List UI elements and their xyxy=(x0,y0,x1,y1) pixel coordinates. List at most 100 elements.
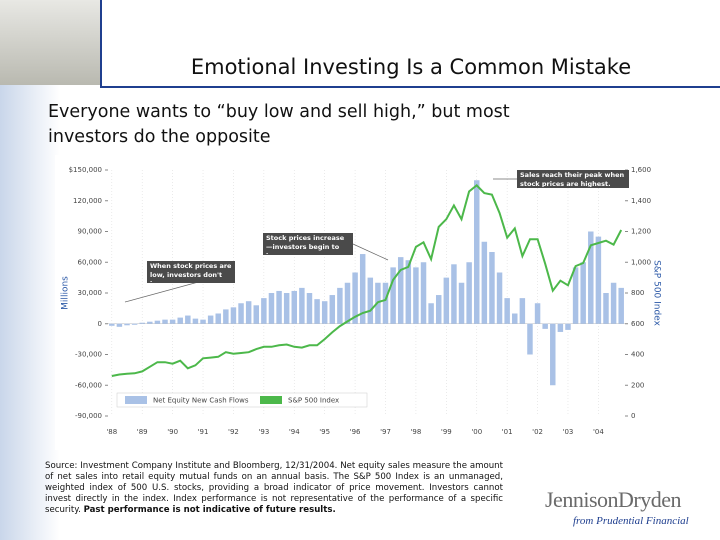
x-tick-label: '00 xyxy=(471,428,482,436)
bar xyxy=(215,313,221,324)
annotation-text: When stock prices are low, investors don… xyxy=(150,262,232,282)
bar xyxy=(603,293,609,324)
bar xyxy=(268,293,275,324)
legend: Net Equity New Cash Flows S&P 500 Index xyxy=(116,392,368,408)
bar xyxy=(489,252,495,324)
bar xyxy=(405,260,412,324)
bar xyxy=(200,319,206,324)
legend-swatch xyxy=(125,396,147,404)
bar xyxy=(147,321,153,324)
bar xyxy=(359,254,366,324)
x-tick-label: '91 xyxy=(198,428,209,436)
y2-tick-label: 1,200 xyxy=(631,228,651,236)
rule xyxy=(100,86,720,88)
x-tick-label: '03 xyxy=(563,428,574,436)
bar xyxy=(367,277,374,324)
disclaimer: Past performance is not indicative of fu… xyxy=(83,505,336,515)
bar xyxy=(390,267,396,324)
y-tick-label: -60,000 xyxy=(75,381,102,389)
bar xyxy=(306,293,313,324)
bar xyxy=(550,323,556,386)
bar xyxy=(131,323,138,325)
bar xyxy=(162,319,168,324)
bar xyxy=(352,272,358,324)
bar xyxy=(542,323,548,329)
annotation: Stock prices increase—investors begin to… xyxy=(266,234,345,254)
bar xyxy=(139,322,145,324)
bar xyxy=(283,293,290,324)
rule xyxy=(100,0,102,88)
bar xyxy=(474,180,480,324)
bar xyxy=(397,257,404,324)
bar xyxy=(337,287,343,324)
bar xyxy=(124,323,130,326)
annotation: Sales reach their peak when stock prices… xyxy=(520,171,625,187)
y2-tick-label: 200 xyxy=(631,381,644,389)
line xyxy=(111,184,623,377)
bar xyxy=(512,313,518,324)
x-tick-label: '88 xyxy=(106,428,117,436)
y2-tick-label: 600 xyxy=(631,320,644,328)
y-tick-label: 60,000 xyxy=(78,258,103,266)
bar xyxy=(344,282,351,324)
bar xyxy=(519,298,526,324)
annotation-leader xyxy=(352,243,389,261)
bar xyxy=(253,305,259,324)
x-tick-label: '93 xyxy=(258,428,269,436)
logo-subtitle: from Prudential Financial xyxy=(573,515,689,527)
annotation-box xyxy=(147,261,235,283)
subtitle: Everyone wants to “buy low and sell high… xyxy=(48,100,510,150)
x-tick-label: '99 xyxy=(441,428,452,436)
legend-swatch xyxy=(260,396,282,404)
bar xyxy=(291,290,298,324)
annotation-text: Sales reach their peak when stock prices… xyxy=(520,171,625,187)
bar xyxy=(382,282,389,324)
bar xyxy=(595,236,602,324)
x-tick-label: '94 xyxy=(289,428,300,436)
bar xyxy=(466,262,472,324)
y-tick-label: 30,000 xyxy=(78,289,103,297)
bar xyxy=(481,241,488,324)
chart: $150,000 120,000 90,000 60,000 30,000 0 -30,00… xyxy=(55,155,668,450)
bar xyxy=(413,267,419,324)
bar xyxy=(223,309,229,324)
bar xyxy=(238,303,244,324)
bar xyxy=(580,262,586,324)
bar xyxy=(261,298,267,324)
subtitle-line: investors do the opposite xyxy=(48,127,271,147)
legend-box xyxy=(116,392,368,408)
bar xyxy=(496,272,503,324)
bar xyxy=(557,323,564,332)
bar xyxy=(458,282,465,324)
y-tick-label: 90,000 xyxy=(78,228,103,236)
bar xyxy=(299,287,305,324)
bar xyxy=(177,317,183,324)
bar xyxy=(192,318,199,324)
y2-tick-label: 1,600 xyxy=(631,166,651,174)
bar xyxy=(314,299,320,324)
bar xyxy=(527,323,533,355)
bar xyxy=(588,231,594,324)
annotation-box xyxy=(517,170,629,188)
y2-axis-label: S&P 500 Index xyxy=(652,260,662,327)
bar xyxy=(116,323,123,327)
bar xyxy=(185,315,191,324)
y-tick-label: -30,000 xyxy=(75,351,102,359)
y-tick-label: 120,000 xyxy=(73,197,102,205)
x-tick-label: '96 xyxy=(350,428,361,436)
bar xyxy=(443,277,450,324)
y2-tick-label: 0 xyxy=(631,412,635,420)
header-photo xyxy=(0,0,100,85)
subtitle-line: Everyone wants to “buy low and sell high… xyxy=(48,102,510,122)
y-tick-label: 0 xyxy=(98,320,102,328)
x-tick-label: '89 xyxy=(137,428,148,436)
annotation-box xyxy=(263,233,353,255)
source-text: Source: Investment Company Institute and… xyxy=(45,461,503,515)
bar xyxy=(610,282,617,324)
logo: JennisonDryden xyxy=(545,487,681,512)
x-tick-label: '90 xyxy=(167,428,178,436)
annotation-text: Stock prices increase—investors begin to… xyxy=(266,234,345,254)
annotation: When stock prices are low, investors don… xyxy=(150,262,232,282)
bar xyxy=(154,320,161,324)
